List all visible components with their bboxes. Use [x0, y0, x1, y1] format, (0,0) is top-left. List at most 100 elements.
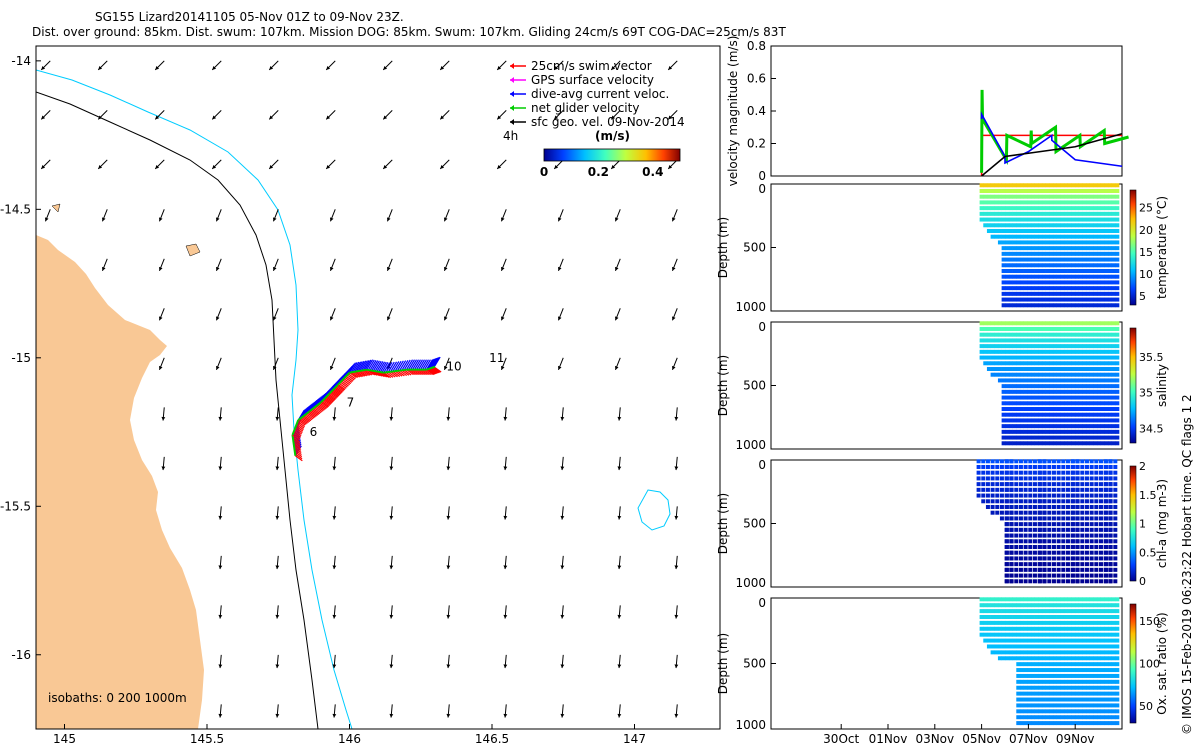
- profile-point: [1104, 228, 1109, 233]
- profile-point: [1089, 332, 1094, 337]
- profile-point: [1085, 395, 1090, 400]
- profile-point: [1027, 656, 1032, 661]
- profile-point: [1030, 406, 1035, 411]
- profile-point: [1012, 620, 1017, 625]
- profile-point: [1071, 435, 1076, 440]
- profile-point: [1030, 206, 1035, 211]
- profile-point: [1074, 206, 1079, 211]
- profile-point: [1113, 464, 1118, 469]
- profile-point: [1027, 211, 1032, 216]
- profile-point: [1115, 344, 1120, 349]
- profile-point: [1096, 326, 1101, 331]
- profile-point: [1100, 424, 1105, 429]
- profile-point: [1089, 372, 1094, 377]
- profile-point: [1063, 303, 1068, 308]
- geo-vector-head: [500, 316, 505, 321]
- profile-point: [994, 332, 999, 337]
- profile-point: [1089, 355, 1094, 360]
- profile-point: [1103, 550, 1108, 555]
- profile-point: [1023, 562, 1028, 567]
- profile-point: [1001, 326, 1006, 331]
- profile-point: [1052, 656, 1057, 661]
- profile-point: [1061, 573, 1066, 578]
- profile-point: [1008, 597, 1013, 602]
- profile-point: [1065, 579, 1070, 584]
- profile-point: [1078, 644, 1083, 649]
- dac-vector: [417, 359, 425, 370]
- geo-vector-head: [446, 565, 451, 570]
- profile-point: [1065, 533, 1070, 538]
- geo-vector-head: [155, 115, 160, 120]
- profile-point: [1078, 679, 1083, 684]
- profile-point: [1100, 435, 1105, 440]
- profile-point: [1093, 685, 1098, 690]
- profile-point: [1049, 395, 1054, 400]
- profile-point: [1060, 321, 1065, 326]
- profile-point: [979, 217, 984, 222]
- profile-point: [1111, 228, 1116, 233]
- profile-point: [1108, 527, 1113, 532]
- dac-vector: [415, 359, 423, 370]
- profile-point: [1001, 626, 1006, 631]
- profile-point: [1063, 395, 1068, 400]
- profile-point: [1061, 476, 1066, 481]
- dac-vector: [394, 360, 402, 372]
- profile-point: [1104, 268, 1109, 273]
- dac-vector: [396, 360, 404, 372]
- profile-point: [1032, 470, 1037, 475]
- profile-point: [1052, 441, 1057, 446]
- profile-point: [1042, 516, 1047, 521]
- profile-point: [1082, 662, 1087, 667]
- profile-point: [1093, 274, 1098, 279]
- profile-y-tick-label: 1000: [735, 576, 766, 590]
- profile-point: [1018, 459, 1023, 464]
- profile-point: [1089, 429, 1094, 434]
- profile-point: [1041, 251, 1046, 256]
- profile-point: [1078, 188, 1083, 193]
- profile-point: [1042, 533, 1047, 538]
- profile-point: [1056, 567, 1061, 572]
- profile-point: [1019, 372, 1024, 377]
- profile-point: [1067, 429, 1072, 434]
- profile-point: [1075, 504, 1080, 509]
- profile-point: [1012, 332, 1017, 337]
- profile-point: [1113, 550, 1118, 555]
- profile-point: [1103, 516, 1108, 521]
- profile-point: [999, 476, 1004, 481]
- profile-point: [1096, 401, 1101, 406]
- profile-point: [1070, 459, 1075, 464]
- profile-point: [983, 217, 988, 222]
- profile-point: [1074, 441, 1079, 446]
- profile-point: [1093, 435, 1098, 440]
- profile-point: [1005, 372, 1010, 377]
- profile-point: [1028, 550, 1033, 555]
- profile-point: [1045, 685, 1050, 690]
- profile-point: [1009, 556, 1014, 561]
- profile-point: [983, 332, 988, 337]
- profile-point: [1060, 211, 1065, 216]
- profile-point: [995, 510, 1000, 515]
- profile-point: [1096, 274, 1101, 279]
- profile-point: [1094, 459, 1099, 464]
- profile-point: [1041, 424, 1046, 429]
- profile-point: [1041, 326, 1046, 331]
- profile-point: [1074, 614, 1079, 619]
- profile-point: [1005, 274, 1010, 279]
- profile-point: [1108, 510, 1113, 515]
- profile-point: [1067, 424, 1072, 429]
- profile-point: [1089, 567, 1094, 572]
- profile-point: [1037, 510, 1042, 515]
- profile-point: [1060, 291, 1065, 296]
- profile-point: [1045, 703, 1050, 708]
- profile-ylabel: Depth (m): [716, 355, 730, 416]
- profile-point: [1085, 246, 1090, 251]
- dac-vector: [385, 362, 393, 373]
- geo-vector-head: [611, 165, 616, 169]
- profile-point: [1078, 721, 1083, 726]
- profile-point: [1061, 550, 1066, 555]
- profile-point: [1049, 673, 1054, 678]
- profile-point: [1027, 268, 1032, 273]
- swim-vector: [334, 387, 343, 394]
- profile-point: [1071, 401, 1076, 406]
- profile-point: [1115, 441, 1120, 446]
